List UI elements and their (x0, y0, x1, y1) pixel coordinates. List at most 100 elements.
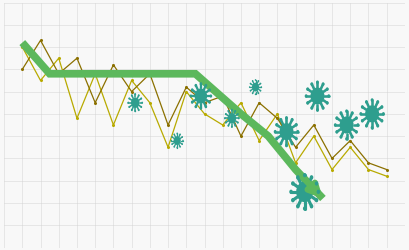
Circle shape (128, 106, 130, 108)
Circle shape (176, 132, 178, 134)
Circle shape (231, 109, 233, 111)
Circle shape (231, 126, 233, 128)
Circle shape (355, 130, 358, 134)
Circle shape (260, 90, 261, 92)
Circle shape (227, 124, 229, 127)
Circle shape (335, 130, 338, 134)
Circle shape (138, 109, 139, 111)
Circle shape (238, 117, 240, 120)
Circle shape (171, 143, 173, 145)
Circle shape (141, 102, 143, 104)
Circle shape (289, 190, 293, 194)
Circle shape (295, 123, 298, 126)
Circle shape (321, 106, 325, 110)
Circle shape (285, 144, 288, 147)
Circle shape (128, 102, 129, 104)
Circle shape (173, 146, 175, 148)
Circle shape (255, 93, 256, 95)
Circle shape (316, 80, 319, 84)
Circle shape (200, 107, 202, 110)
Circle shape (310, 106, 313, 110)
Circle shape (327, 94, 330, 98)
Circle shape (306, 101, 309, 105)
Circle shape (291, 198, 294, 202)
Circle shape (382, 112, 385, 116)
Circle shape (195, 84, 197, 87)
Circle shape (135, 110, 136, 112)
Circle shape (249, 86, 250, 88)
Circle shape (204, 84, 207, 87)
Circle shape (371, 98, 373, 102)
Circle shape (131, 94, 133, 96)
Circle shape (310, 204, 313, 208)
Circle shape (275, 137, 278, 140)
Circle shape (296, 182, 313, 202)
Circle shape (365, 100, 368, 104)
Circle shape (303, 206, 306, 211)
Circle shape (306, 87, 309, 91)
Circle shape (131, 98, 139, 108)
Circle shape (339, 111, 342, 115)
Circle shape (380, 119, 383, 122)
Circle shape (209, 94, 212, 98)
Circle shape (345, 137, 348, 140)
Circle shape (376, 124, 379, 128)
Circle shape (208, 88, 211, 92)
Circle shape (182, 136, 183, 138)
Circle shape (279, 142, 282, 146)
Circle shape (334, 123, 337, 127)
Circle shape (225, 122, 227, 124)
Circle shape (321, 82, 325, 86)
Circle shape (200, 82, 202, 86)
Circle shape (135, 93, 136, 95)
Circle shape (296, 130, 299, 134)
Circle shape (296, 175, 300, 180)
Circle shape (335, 116, 338, 120)
Circle shape (371, 126, 373, 130)
Circle shape (182, 143, 183, 145)
Circle shape (339, 116, 354, 134)
Circle shape (173, 134, 175, 135)
Circle shape (365, 124, 368, 128)
Circle shape (291, 118, 294, 122)
Circle shape (182, 140, 184, 141)
Circle shape (255, 79, 256, 81)
Circle shape (224, 117, 226, 120)
Circle shape (380, 105, 383, 109)
Circle shape (195, 88, 207, 104)
Circle shape (360, 112, 362, 116)
Circle shape (291, 181, 294, 186)
Circle shape (339, 135, 342, 139)
Circle shape (279, 118, 282, 122)
Circle shape (356, 123, 360, 127)
Circle shape (258, 92, 259, 94)
Circle shape (227, 110, 229, 112)
Circle shape (176, 147, 178, 149)
Circle shape (179, 146, 181, 148)
Circle shape (326, 87, 329, 91)
Circle shape (310, 82, 313, 86)
Circle shape (295, 137, 298, 140)
Circle shape (208, 100, 211, 104)
Circle shape (310, 88, 324, 104)
Circle shape (261, 86, 262, 88)
Circle shape (171, 140, 172, 141)
Circle shape (291, 142, 294, 146)
Circle shape (173, 136, 181, 145)
Circle shape (303, 173, 306, 177)
Circle shape (310, 175, 313, 180)
Circle shape (285, 116, 288, 120)
Circle shape (234, 124, 236, 127)
Circle shape (365, 105, 379, 122)
Circle shape (355, 116, 358, 120)
Circle shape (250, 83, 251, 84)
Circle shape (195, 105, 197, 108)
Circle shape (140, 106, 142, 108)
Circle shape (191, 100, 193, 104)
Circle shape (260, 83, 261, 84)
Circle shape (316, 108, 319, 112)
Circle shape (252, 92, 253, 94)
Circle shape (315, 181, 318, 186)
Circle shape (279, 123, 294, 140)
Circle shape (179, 134, 181, 135)
